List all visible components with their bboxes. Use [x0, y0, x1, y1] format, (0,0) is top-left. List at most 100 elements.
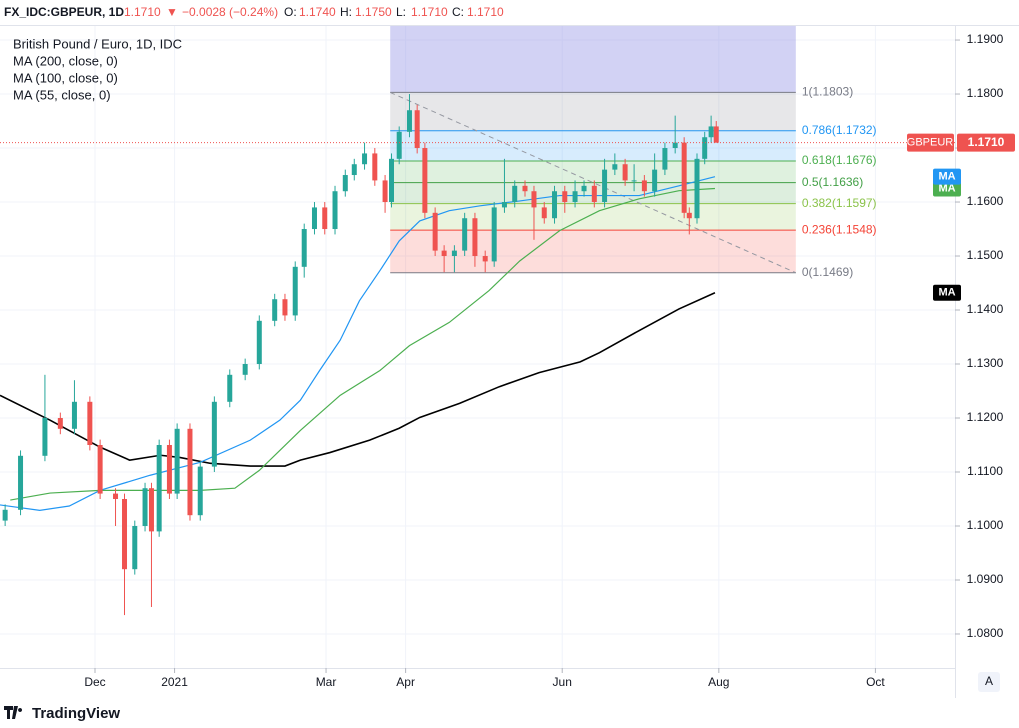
header-ohlc-key: C: — [452, 5, 464, 19]
candle-body — [491, 207, 497, 262]
ma-tag — [933, 168, 961, 185]
fib-zone — [390, 203, 796, 231]
fib-label: 0.382(1.1597) — [802, 196, 877, 210]
candle-body — [602, 169, 608, 203]
ma-tag-label: MA — [938, 171, 955, 183]
fib-zone — [390, 160, 796, 183]
candle-body — [713, 126, 719, 143]
candle-body — [197, 466, 203, 516]
candle-body — [631, 180, 637, 182]
candle-body — [472, 218, 478, 257]
x-tick-label: Jun — [553, 675, 572, 689]
candle-body — [414, 110, 420, 149]
y-tick-label: 1.1900 — [967, 32, 1004, 46]
header-ohlc-key: L: — [396, 5, 406, 19]
candle-body — [342, 175, 348, 192]
candle-body — [522, 185, 528, 192]
legend-title: British Pound / Euro, 1D, IDC — [13, 36, 182, 51]
candle-body — [501, 202, 507, 208]
y-tick-label: 1.1100 — [967, 464, 1003, 478]
candle-body — [581, 185, 587, 192]
candle-body — [406, 110, 412, 132]
y-tick-label: 1.1500 — [967, 248, 1004, 262]
candle-body — [662, 148, 668, 170]
candle-body — [227, 374, 233, 402]
candle-body — [292, 266, 298, 316]
header-ohlc-value: 1.1750 — [355, 5, 392, 19]
candle-body — [332, 191, 338, 230]
candle-body — [591, 185, 597, 203]
candle-body — [187, 428, 193, 516]
candle-body — [156, 445, 162, 532]
fib-extension-zone — [390, 26, 796, 93]
legend-entry: MA (100, close, 0) — [13, 70, 118, 85]
candle-body — [211, 401, 217, 467]
trendline — [390, 91, 797, 274]
candle-body — [451, 250, 457, 257]
fib-zone — [390, 92, 796, 131]
candle-body — [686, 212, 692, 219]
candle-body — [256, 320, 262, 365]
candle-body — [672, 142, 678, 149]
candle-body — [311, 207, 317, 230]
candle-body — [396, 131, 402, 159]
candle-body — [422, 148, 428, 213]
candle-body — [71, 401, 77, 429]
header-ohlc-value: 1.1740 — [299, 5, 336, 19]
candle-body — [512, 185, 518, 203]
candle-body — [148, 488, 154, 532]
auto-button-label[interactable]: A — [985, 674, 993, 688]
fib-label: 0.236(1.1548) — [802, 222, 877, 236]
header-ohlc-key: O: — [284, 5, 297, 19]
candle-body — [18, 455, 24, 510]
candle-body — [694, 158, 700, 219]
candle-body — [531, 191, 537, 208]
overlay: FX_IDC:GBPEUR, 1D 1.1710 ▼ −0.0028 (−0.2… — [0, 5, 1019, 722]
fib-label: 0.618(1.1676) — [802, 153, 877, 167]
header-arrow: ▼ — [166, 5, 178, 19]
ma-line — [0, 292, 716, 467]
candle-body — [142, 488, 148, 526]
logo — [4, 706, 23, 719]
symbol-tag — [907, 133, 954, 152]
candle-body — [552, 191, 558, 219]
ma-tag-label: MA — [938, 287, 955, 299]
price-tag-label: 1.1710 — [968, 135, 1005, 149]
y-tick-label: 1.1400 — [967, 302, 1004, 316]
fib-zone — [390, 230, 796, 273]
header-last: 1.1710 — [124, 5, 161, 19]
header-ohlc-value: 1.1710 — [411, 5, 448, 19]
header-change: −0.0028 (−0.24%) — [182, 5, 278, 19]
candle-body — [382, 180, 388, 203]
candle-body — [132, 525, 138, 570]
candle-body — [362, 153, 368, 165]
candle-body — [482, 256, 488, 262]
candle-body — [242, 364, 248, 375]
x-tick-label: Mar — [316, 675, 337, 689]
header-ohlc-value: 1.1710 — [467, 5, 504, 19]
header-symbol: FX_IDC:GBPEUR, 1D — [4, 5, 124, 19]
legend-entry: MA (200, close, 0) — [13, 53, 118, 68]
candle-body — [282, 299, 288, 316]
x-tick-label: Dec — [84, 675, 105, 689]
candle-body — [572, 191, 578, 203]
legend-entry: MA (55, close, 0) — [13, 87, 111, 102]
candle-body — [166, 445, 172, 494]
ma-tag-label: MA — [938, 182, 955, 194]
x-tick-label: Aug — [708, 675, 729, 689]
auto-button[interactable] — [978, 672, 1000, 692]
candle-body — [57, 418, 63, 429]
candle-body — [432, 212, 438, 251]
candle-body — [462, 218, 468, 251]
ma-tag — [933, 284, 961, 301]
y-tick-label: 1.0800 — [967, 626, 1004, 640]
y-tick-label: 1.1800 — [967, 86, 1004, 100]
candle-body — [42, 418, 48, 456]
candle-body — [87, 401, 93, 446]
symbol-tag-label: GBPEUR — [907, 137, 954, 149]
candle-body — [612, 164, 618, 170]
candle-body — [388, 158, 394, 203]
fib-label: 0.5(1.1636) — [802, 175, 863, 189]
